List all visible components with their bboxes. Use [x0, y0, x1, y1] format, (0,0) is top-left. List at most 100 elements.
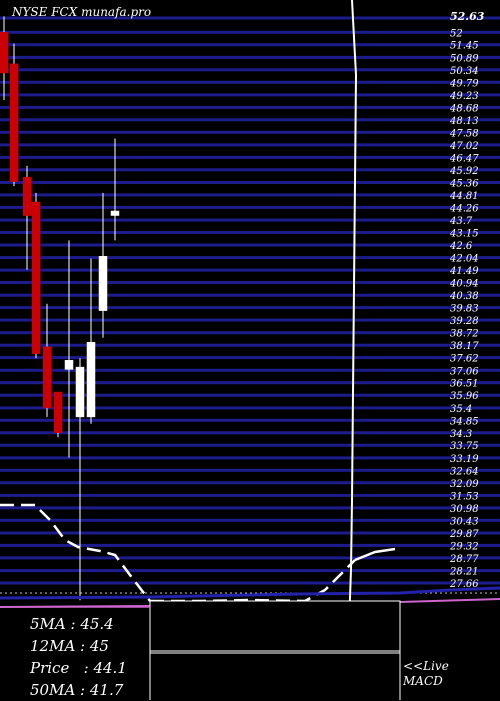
price-tick-label: 40.94: [449, 279, 479, 290]
price-value: Price : 44.1: [30, 659, 127, 677]
price-axis-top-label: 52.63: [450, 10, 485, 23]
price-tick-label: 39.28: [450, 316, 479, 327]
candle-bull: [75, 366, 85, 418]
price-tick-label: 44.81: [449, 191, 479, 202]
grid-line: [0, 569, 500, 573]
price-tick-label: 47.02: [449, 141, 479, 152]
price-tick-label: 35.96: [450, 391, 479, 402]
price-tick-label: 41.49: [449, 266, 479, 277]
candle-bull: [64, 360, 74, 370]
grid-line: [0, 493, 500, 497]
price-tick-label: 37.06: [450, 366, 479, 377]
price-tick-label: 43.15: [449, 229, 479, 240]
grid-line: [0, 281, 500, 284]
price-tick-label: 36.51: [450, 379, 479, 390]
price-tick-label: 48.13: [449, 116, 479, 127]
grid-line: [0, 181, 500, 184]
grid-line: [0, 543, 500, 547]
grid-line: [0, 143, 500, 147]
candle-bear: [22, 176, 32, 216]
candle-bear: [42, 346, 52, 409]
ma5-value: 5MA : 45.4: [30, 615, 114, 633]
price-tick-label: 50.34: [450, 66, 479, 77]
grid-line: [0, 456, 500, 460]
grid-line: [0, 443, 500, 447]
grid-line: [0, 368, 500, 372]
grid-line: [0, 43, 500, 47]
grid-line: [0, 93, 500, 97]
price-tick-label: 33.75: [450, 441, 479, 452]
grid-lines: [0, 16, 500, 585]
price-tick-label: 39.83: [450, 304, 479, 315]
grid-line: [0, 80, 500, 84]
price-tick-label: 44.26: [449, 203, 479, 214]
grid-line: [0, 431, 500, 435]
price-tick-label: 32.64: [450, 466, 479, 477]
grid-line: [0, 468, 500, 472]
volume-ma-line: [0, 503, 151, 602]
price-tick-label: 43.7: [449, 216, 473, 227]
grid-line: [0, 318, 500, 322]
live-macd-label: <<Live MACD: [403, 659, 449, 689]
grid-line: [0, 381, 500, 385]
grid-line: [0, 130, 500, 134]
candle-bear: [53, 391, 63, 433]
grid-line: [0, 306, 500, 310]
price-tick-label: 42.04: [449, 254, 479, 265]
grid-line: [0, 55, 500, 59]
price-tick-label: 47.58: [449, 128, 479, 139]
price-tick-label: 31.53: [450, 491, 479, 502]
macd-solid-line: [354, 547, 396, 562]
grid-line: [0, 231, 500, 234]
grid-line: [0, 268, 500, 272]
grid-line: [0, 506, 500, 510]
grid-line: [0, 581, 500, 585]
grid-line: [0, 193, 500, 197]
price-tick-label: 33.19: [450, 454, 479, 465]
price-tick-label: 45.36: [449, 179, 479, 190]
grid-line: [0, 331, 500, 335]
grid-line: [0, 256, 500, 260]
price-tick-label: 30.98: [450, 504, 479, 515]
price-tick-label: 45.92: [449, 166, 479, 177]
price-tick-label: 38.17: [450, 341, 479, 352]
price-tick-label: 46.47: [449, 153, 479, 164]
macd-spike-line: [347, 0, 358, 653]
price-tick-label: 28.21: [449, 567, 479, 578]
price-tick-label: 34.85: [450, 416, 479, 427]
grid-line: [0, 16, 500, 20]
grid-line: [0, 205, 500, 209]
grid-line: [0, 481, 500, 485]
macd-label: MACD: [403, 674, 443, 688]
candles: [0, 16, 120, 601]
grid-line: [0, 168, 500, 172]
candle-bull: [98, 256, 108, 311]
price-tick-label: 38.72: [450, 329, 479, 340]
price-tick-label: 51.45: [450, 41, 479, 52]
price-tick-label: 32.09: [450, 479, 479, 490]
price-tick-label: 37.62: [450, 354, 479, 365]
price-tick-label: 27.66: [449, 579, 479, 590]
grid-line: [0, 293, 500, 297]
price-tick-label: 35.4: [450, 404, 472, 415]
price-tick-label: 50.89: [450, 53, 479, 64]
grid-line: [0, 243, 500, 247]
grid-line: [0, 155, 500, 159]
ma12-value: 12MA : 45: [30, 637, 109, 655]
live-label: <<Live: [403, 659, 449, 673]
price-tick-label: 29.87: [449, 529, 479, 540]
grid-line: [0, 343, 500, 347]
chart-title: NYSE FCX munafa.pro: [12, 5, 152, 19]
stats-panel: 5MA : 45.4 12MA : 45 Price : 44.1 50MA :…: [30, 613, 127, 701]
grid-line: [0, 556, 500, 560]
grid-line: [0, 30, 500, 34]
grid-line: [0, 118, 500, 122]
candle-bear: [9, 63, 19, 182]
grid-line: [0, 68, 500, 72]
grid-line: [0, 105, 500, 109]
grid-line: [0, 218, 500, 222]
